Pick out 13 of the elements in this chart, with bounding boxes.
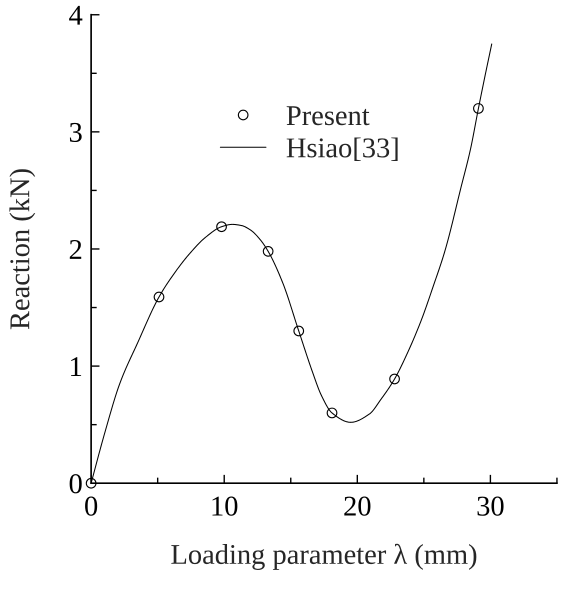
legend-label: Hsiao[33] xyxy=(286,137,398,162)
x-axis-title: Loading parameter λ (mm) xyxy=(171,544,476,570)
x-tick-label: 10 xyxy=(212,496,238,516)
x-tick-label: 30 xyxy=(478,496,504,516)
y-tick-label: 1 xyxy=(71,357,82,376)
x-tick-label: 20 xyxy=(344,496,370,516)
y-tick-label: 3 xyxy=(70,122,82,142)
y-tick-label: 2 xyxy=(70,240,82,259)
y-tick-label: 4 xyxy=(69,6,82,25)
legend-label: Present xyxy=(286,106,370,126)
y-axis-title: Reaction (kN) xyxy=(9,169,36,330)
y-tick-label: 0 xyxy=(70,474,82,494)
x-tick-label: 0 xyxy=(85,496,98,516)
